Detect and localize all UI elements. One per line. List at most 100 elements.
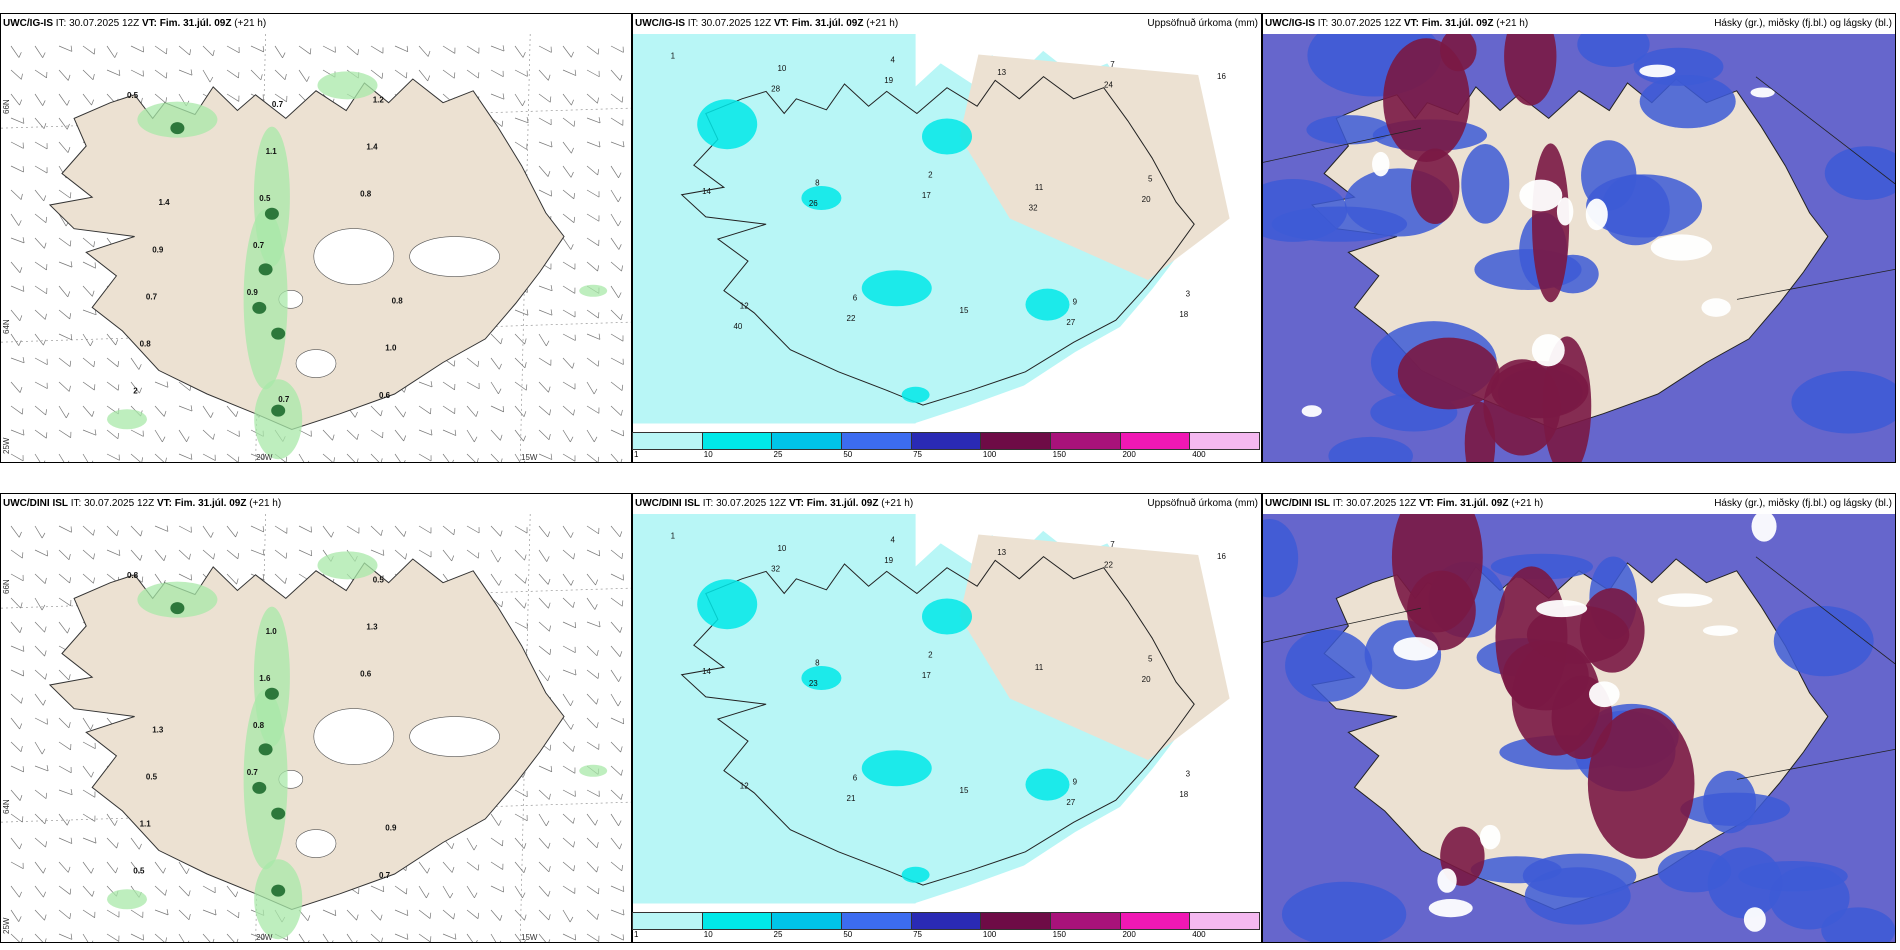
barb-staff <box>34 669 46 680</box>
precip-value-label: 1.3 <box>366 623 378 632</box>
wind-barb <box>610 789 623 800</box>
barb-flag <box>19 386 23 393</box>
barb-flag <box>430 381 433 388</box>
wind-barb <box>562 117 576 127</box>
barb-flag <box>548 914 551 921</box>
wind-barb <box>514 45 526 58</box>
barb-flag <box>594 604 598 610</box>
barb-flag <box>94 429 97 436</box>
barb-staff <box>418 933 431 942</box>
precip-moderate-area <box>861 750 932 787</box>
barb-staff <box>58 861 69 873</box>
barb-flag <box>523 842 527 849</box>
mid-cloud-area <box>1383 38 1470 162</box>
barb-staff <box>82 333 91 347</box>
barb-staff <box>34 813 46 825</box>
barb-flag <box>19 723 23 730</box>
wind-barb <box>514 933 526 942</box>
barb-flag <box>598 215 600 222</box>
barb-staff <box>610 405 622 416</box>
barb-flag <box>237 456 240 462</box>
barb-flag <box>598 312 600 319</box>
barb-staff <box>514 429 524 442</box>
barb-flag <box>141 457 143 462</box>
wind-barb <box>586 717 599 729</box>
barb-flag <box>382 885 385 892</box>
barb-staff <box>130 549 141 561</box>
barb-staff <box>154 453 166 462</box>
colorbar-swatch <box>1051 913 1121 929</box>
wind-barb <box>154 933 167 942</box>
wind-barb <box>298 525 312 533</box>
barb-flag <box>550 141 553 148</box>
wind-barb <box>538 789 551 800</box>
colorbar-tick-label: 400 <box>1192 930 1206 939</box>
precip-value-label: 2 <box>928 651 933 660</box>
barb-flag <box>570 723 574 730</box>
barb-flag <box>165 97 167 104</box>
barb-staff <box>154 525 169 532</box>
barb-flag <box>334 46 336 53</box>
barb-flag <box>573 120 576 127</box>
barb-flag <box>500 530 503 537</box>
barb-staff <box>538 645 551 655</box>
barb-flag <box>547 675 551 682</box>
barb-staff <box>490 525 501 537</box>
wind-barb <box>586 357 600 367</box>
barb-flag <box>571 147 574 154</box>
barb-flag <box>574 334 576 341</box>
barb-flag <box>620 746 623 753</box>
wind-barb <box>82 909 96 919</box>
precip-value-label: 18 <box>1179 310 1188 319</box>
barb-staff <box>58 333 72 341</box>
barb-flag <box>354 411 358 418</box>
barb-flag <box>550 309 553 316</box>
wind-barb <box>490 837 504 847</box>
barb-flag <box>573 865 575 872</box>
barb-staff <box>34 885 44 898</box>
panel-wind-top: UWC/IG-IS IT: 30.07.2025 12Z VT: Fim. 31… <box>0 13 632 463</box>
barb-staff <box>130 453 142 462</box>
barb-flag <box>502 886 504 893</box>
barb-flag <box>451 843 455 849</box>
barb-flag <box>20 745 23 752</box>
wind-barb <box>610 549 624 560</box>
wind-barb <box>490 525 503 537</box>
barb-staff <box>178 573 192 581</box>
wind-barb <box>370 885 385 892</box>
barb-flag <box>90 340 94 347</box>
wind-barb <box>466 45 480 54</box>
barb-staff <box>10 405 23 415</box>
barb-flag <box>188 914 191 920</box>
wind-barb <box>154 405 167 417</box>
wind-barb <box>154 453 167 462</box>
barb-flag <box>285 552 288 559</box>
barb-flag <box>20 193 23 200</box>
barb-staff <box>394 45 408 53</box>
barb-flag <box>90 940 94 942</box>
barb-flag <box>474 940 478 942</box>
barb-flag <box>356 433 359 440</box>
wind-precip-map: 0.80.60.70.51.30.81.10.51.60.50.71.01.30… <box>1 514 631 942</box>
barb-staff <box>490 861 503 870</box>
barb-flag <box>571 99 574 106</box>
wind-barb <box>10 381 23 393</box>
precip-value-label: 7 <box>1110 60 1115 69</box>
barb-flag <box>622 885 625 892</box>
barb-staff <box>586 333 601 340</box>
wind-barb <box>442 405 456 414</box>
barb-flag <box>142 46 144 53</box>
wind-barb <box>274 573 287 584</box>
barb-flag <box>22 429 25 436</box>
wind-barb <box>82 717 94 730</box>
precip-area <box>107 409 147 430</box>
wind-barb <box>10 189 23 200</box>
wind-barb <box>82 789 96 798</box>
barb-flag <box>621 265 623 272</box>
wind-barb <box>10 573 24 582</box>
barb-staff <box>370 405 382 417</box>
barb-staff <box>130 525 141 537</box>
precip-value-label: 8 <box>815 179 820 188</box>
wind-barb <box>610 117 624 126</box>
barb-flag <box>430 936 432 942</box>
